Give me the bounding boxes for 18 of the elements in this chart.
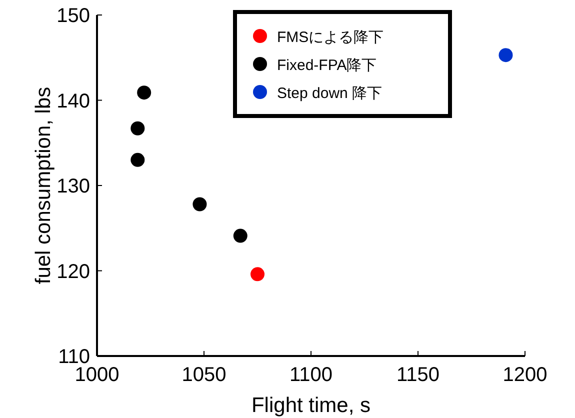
legend-label: Step down 降下 [277, 85, 382, 102]
x-tick-label: 1050 [182, 364, 226, 386]
x-tick-label: 1200 [502, 364, 548, 386]
x-tick-label: 1100 [289, 364, 333, 386]
y-tick-label: 120 [56, 260, 90, 283]
point [130, 121, 145, 136]
y-tick-label: 140 [56, 90, 90, 112]
x-tick-label: 1150 [396, 364, 440, 386]
legend-label: FMSによる降下 [277, 29, 384, 46]
y-tick-label: 150 [56, 5, 90, 27]
point [233, 228, 248, 243]
point [137, 86, 152, 100]
y-axis-title: fuel consumption, lbs [32, 86, 55, 284]
x-axis-title: Flight time, s [251, 394, 371, 417]
point [130, 152, 145, 167]
point [192, 197, 207, 212]
legend-label: Fixed-FPA降下 [277, 57, 377, 74]
y-tick-label: 130 [56, 176, 90, 198]
